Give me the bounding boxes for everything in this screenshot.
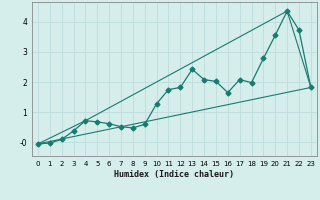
X-axis label: Humidex (Indice chaleur): Humidex (Indice chaleur) <box>115 170 234 179</box>
